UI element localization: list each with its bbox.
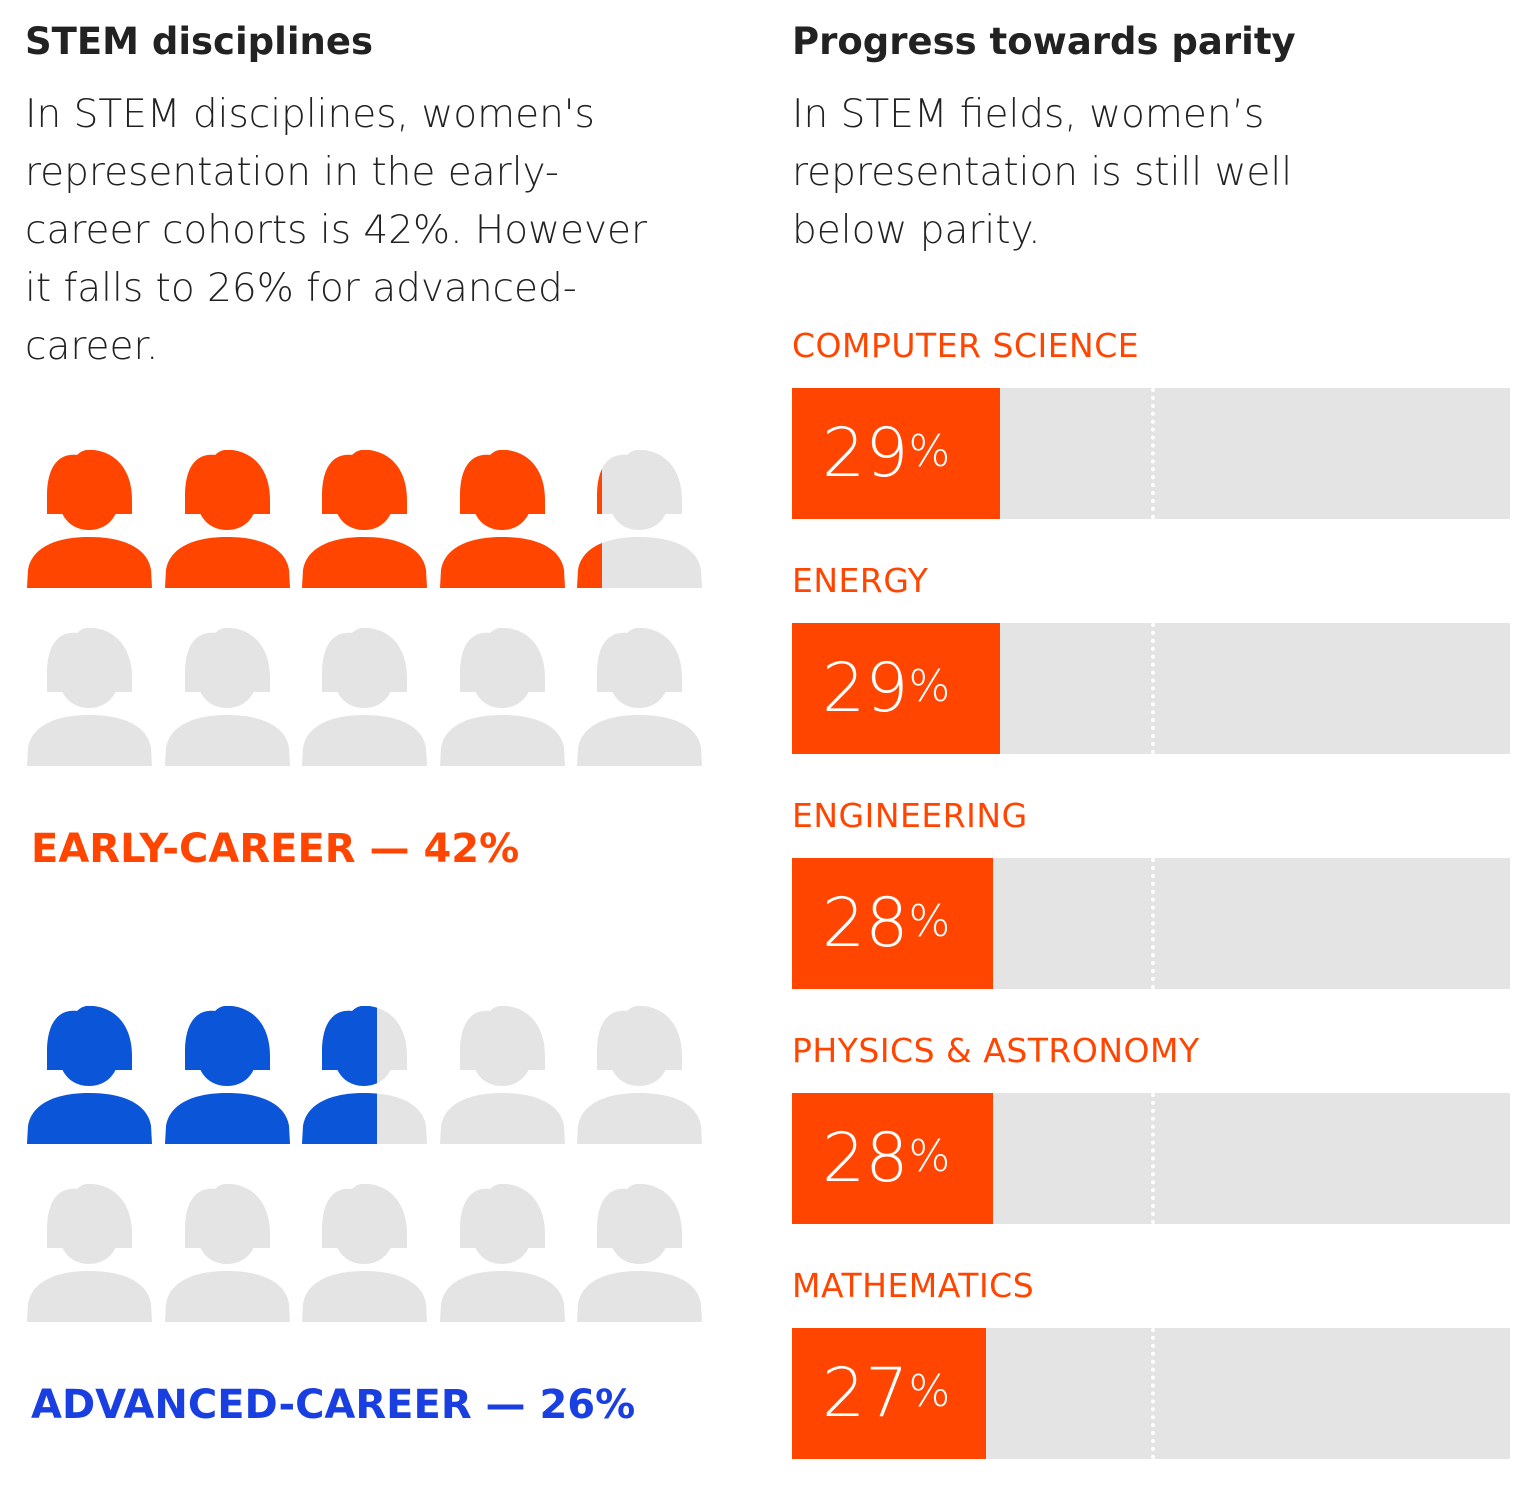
person-icon xyxy=(27,450,152,588)
advanced-career-label: ADVANCED-CAREER — 26% xyxy=(31,1382,636,1428)
parity-line xyxy=(1151,1093,1155,1224)
person-icon xyxy=(302,628,427,766)
percent-sign: % xyxy=(908,896,951,947)
bar-fill xyxy=(792,1328,986,1459)
left-title: STEM disciplines xyxy=(25,20,373,63)
person-icon xyxy=(577,450,702,588)
person-icon xyxy=(164,628,290,766)
bar-category-label: MATHEMATICS xyxy=(792,1266,1035,1305)
bar-fill xyxy=(792,858,994,989)
early-career-label: EARLY-CAREER — 42% xyxy=(31,826,520,872)
bar-value-label: 28% xyxy=(822,884,950,964)
person-icon xyxy=(164,450,290,588)
bar-value-number: 27 xyxy=(822,1354,909,1433)
percent-sign: % xyxy=(908,1366,951,1417)
bar-fill xyxy=(792,1093,994,1224)
person-icon xyxy=(439,1184,565,1322)
bar-value-label: 28% xyxy=(822,1119,950,1199)
bar-value-label: 29% xyxy=(822,414,950,494)
person-icon xyxy=(302,1006,427,1144)
parity-line xyxy=(1151,388,1155,519)
bar-category-label: PHYSICS & ASTRONOMY xyxy=(792,1031,1200,1070)
bar-value-label: 29% xyxy=(822,649,950,729)
bar-value-number: 28 xyxy=(822,1119,909,1198)
person-icon xyxy=(439,1006,565,1144)
person-icon xyxy=(439,450,565,588)
person-icon xyxy=(577,1184,702,1322)
parity-line xyxy=(1151,858,1155,989)
parity-line xyxy=(1151,1328,1155,1459)
bar-value-number: 29 xyxy=(822,649,909,728)
bar-fill xyxy=(792,388,1001,519)
left-description: In STEM disciplines, women's representat… xyxy=(25,92,648,369)
bar-category-label: ENERGY xyxy=(792,561,929,600)
percent-sign: % xyxy=(908,661,951,712)
person-icon xyxy=(164,1184,290,1322)
person-icon xyxy=(27,628,152,766)
bar-category-label: ENGINEERING xyxy=(792,796,1028,835)
right-description: In STEM fields, women’s representation i… xyxy=(792,92,1293,253)
bar-track: 27% xyxy=(792,1328,1510,1459)
bar-value-number: 28 xyxy=(822,884,909,963)
person-icon xyxy=(302,1184,427,1322)
bar-value-label: 27% xyxy=(822,1354,950,1434)
person-icon xyxy=(27,1184,152,1322)
bar-track: 29% xyxy=(792,388,1510,519)
bar-track: 28% xyxy=(792,1093,1510,1224)
percent-sign: % xyxy=(908,426,951,477)
bar-value-number: 29 xyxy=(822,414,909,493)
person-icon xyxy=(27,1006,152,1144)
bar-fill xyxy=(792,623,1001,754)
bar-track: 28% xyxy=(792,858,1510,989)
bar-category-label: COMPUTER SCIENCE xyxy=(792,326,1140,365)
bar-track: 29% xyxy=(792,623,1510,754)
person-icon xyxy=(164,1006,290,1144)
right-title: Progress towards parity xyxy=(792,20,1296,63)
person-icon xyxy=(302,450,427,588)
percent-sign: % xyxy=(908,1131,951,1182)
parity-line xyxy=(1151,623,1155,754)
person-icon xyxy=(577,628,702,766)
person-icon xyxy=(439,628,565,766)
person-icon xyxy=(577,1006,702,1144)
